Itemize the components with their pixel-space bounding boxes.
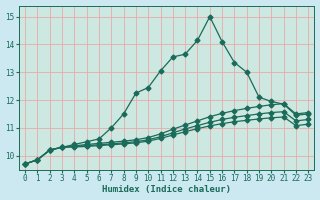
X-axis label: Humidex (Indice chaleur): Humidex (Indice chaleur) xyxy=(102,185,231,194)
